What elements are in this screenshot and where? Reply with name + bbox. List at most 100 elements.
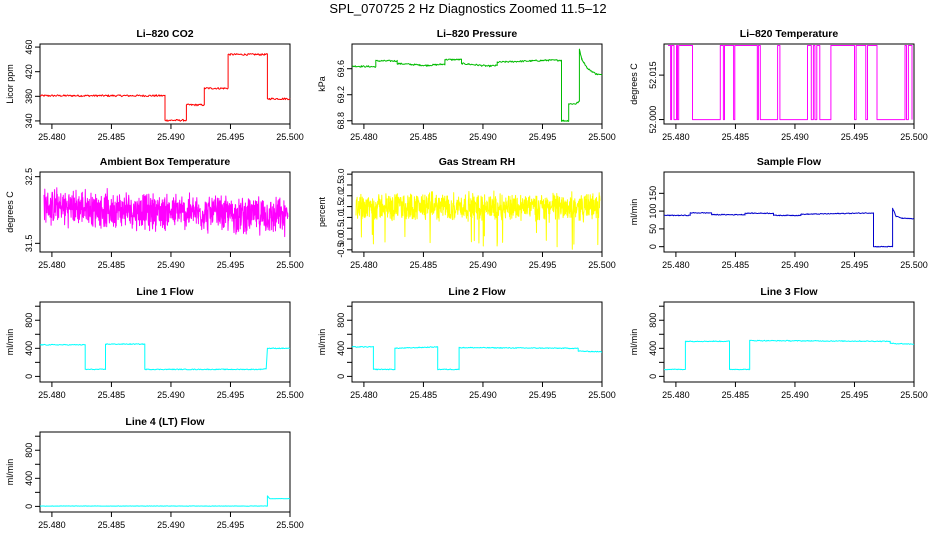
x-tick-label: 25.500 (276, 260, 304, 270)
y-axis-label: ml/min (629, 329, 639, 356)
chart-title: Sample Flow (757, 156, 822, 168)
x-tick-label: 25.490 (469, 390, 497, 400)
chart-title: Li–820 Pressure (437, 28, 518, 40)
x-tick-label: 25.490 (781, 132, 809, 142)
chart-panel: Gas Stream RH 25.480 25.485 25.490 25.495 25.… (317, 156, 616, 270)
y-tick-label: 800 (24, 443, 34, 458)
x-tick-label: 25.480 (38, 132, 66, 142)
y-axis-label: degrees C (629, 63, 639, 105)
plot-frame (663, 171, 915, 253)
chart-panel: Line 1 Flow 25.480 25.485 25.490 25.495 25.50… (5, 286, 304, 400)
chart-panel: Line 4 (LT) Flow 25.480 25.485 25.490 25.495… (5, 416, 304, 530)
y-axis-label: ml/min (629, 199, 639, 226)
y-axis-label: ml/min (5, 329, 15, 356)
x-tick-label: 25.480 (38, 260, 66, 270)
x-tick-label: 25.485 (98, 520, 126, 530)
x-tick-label: 25.495 (841, 390, 869, 400)
x-tick-label: 25.495 (217, 132, 245, 142)
y-tick-label: 400 (648, 341, 658, 356)
x-tick-label: 25.490 (157, 520, 185, 530)
x-tick-label: 25.500 (900, 390, 928, 400)
x-tick-label: 25.480 (350, 132, 378, 142)
y-tick-label: 50 (648, 224, 658, 234)
plot-frame (351, 171, 603, 253)
x-tick-label: 25.480 (38, 390, 66, 400)
x-tick-label: 25.485 (410, 260, 438, 270)
y-tick-label: 0 (24, 374, 34, 379)
series-line (39, 495, 290, 507)
x-tick-label: 25.490 (157, 132, 185, 142)
y-tick-label: 32.5 (24, 168, 34, 186)
x-tick-label: 25.500 (588, 390, 616, 400)
series-line (664, 207, 915, 248)
x-tick-label: 25.480 (38, 520, 66, 530)
x-tick-label: 25.500 (588, 132, 616, 142)
y-tick-label: 460 (24, 40, 34, 55)
plot-frame (39, 171, 291, 253)
x-tick-label: 25.485 (410, 390, 438, 400)
x-tick-label: 25.480 (350, 260, 378, 270)
chart-title: Line 3 Flow (760, 286, 818, 298)
chart-panel: Sample Flow 25.480 25.485 25.490 25.495 25.50… (629, 156, 928, 270)
y-tick-label: -0.5 (336, 242, 346, 258)
x-tick-label: 25.490 (469, 260, 497, 270)
y-tick-label: 1.5 (336, 200, 346, 213)
y-tick-label: 52.000 (648, 106, 658, 134)
y-tick-label: 100 (648, 204, 658, 219)
y-tick-label: 420 (24, 64, 34, 79)
y-tick-label: 800 (648, 313, 658, 328)
chart-title: Gas Stream RH (439, 156, 515, 168)
x-tick-label: 25.485 (410, 132, 438, 142)
plot-frame (39, 431, 291, 513)
page-title: SPL_070725 2 Hz Diagnostics Zoomed 11.5–… (329, 1, 607, 16)
x-tick-label: 25.495 (529, 390, 557, 400)
y-tick-label: 150 (648, 186, 658, 201)
x-tick-label: 25.495 (217, 520, 245, 530)
series-line (39, 343, 291, 371)
plot-frame (663, 43, 915, 125)
x-tick-label: 25.490 (157, 260, 185, 270)
chart-title: Line 2 Flow (448, 286, 506, 298)
y-tick-label: 400 (24, 471, 34, 486)
x-tick-label: 25.480 (662, 260, 690, 270)
y-tick-label: 0 (24, 504, 34, 509)
y-tick-label: 52.015 (648, 61, 658, 89)
y-axis-label: kPa (317, 76, 327, 92)
x-tick-label: 25.490 (781, 390, 809, 400)
x-tick-label: 25.485 (98, 260, 126, 270)
x-tick-label: 25.485 (98, 132, 126, 142)
x-tick-label: 25.485 (98, 390, 126, 400)
chart-panel: Ambient Box Temperature 25.480 25.485 25.49… (5, 156, 304, 270)
y-tick-label: 2.0 (337, 190, 346, 202)
x-tick-label: 25.495 (841, 260, 869, 270)
y-tick-label: 1.0 (337, 211, 346, 223)
x-tick-label: 25.490 (781, 260, 809, 270)
y-tick-label: 340 (24, 113, 34, 128)
x-tick-label: 25.480 (662, 390, 690, 400)
series-line (668, 45, 913, 121)
y-tick-label: 31.5 (24, 235, 34, 253)
x-tick-label: 25.500 (900, 260, 928, 270)
y-tick-label: 400 (24, 341, 34, 356)
x-tick-label: 25.500 (588, 260, 616, 270)
plot-frame (351, 43, 603, 125)
x-tick-label: 25.485 (722, 390, 750, 400)
y-tick-label: 0 (648, 374, 658, 379)
plot-frame (39, 301, 291, 383)
series-line (355, 190, 601, 250)
x-tick-label: 25.490 (469, 132, 497, 142)
x-tick-label: 25.485 (722, 260, 750, 270)
x-tick-label: 25.500 (900, 132, 928, 142)
y-axis-label: percent (317, 196, 327, 227)
x-tick-label: 25.500 (276, 132, 304, 142)
chart-title: Li–820 CO2 (136, 28, 193, 40)
y-tick-label: 0.0 (337, 233, 346, 245)
x-tick-label: 25.490 (157, 390, 185, 400)
plot-frame (351, 301, 603, 383)
y-tick-label: 0 (648, 244, 658, 249)
y-tick-label: 69.2 (336, 86, 346, 104)
plot-frame (39, 43, 291, 125)
y-tick-label: 400 (336, 341, 346, 356)
x-tick-label: 25.495 (841, 132, 869, 142)
